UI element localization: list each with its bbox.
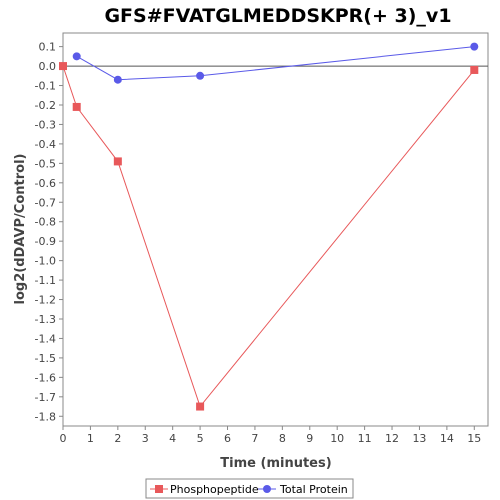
- y-tick-label: -0.2: [35, 99, 56, 112]
- y-axis-ticks: 0.1 0.0 -0.1 -0.2 -0.3 -0.4 -0.5 -0.6 -0.7 -0.8 -0…: [35, 41, 63, 423]
- x-tick-label: 10: [330, 432, 344, 445]
- y-tick-label: -1.6: [35, 371, 56, 384]
- x-tick-label: 14: [440, 432, 454, 445]
- data-point-phosphopeptide: [470, 65, 479, 74]
- x-tick-label: 3: [142, 432, 149, 445]
- chart-title: GFS#FVATGLMEDDSKPR(+ 3)_v1: [104, 5, 451, 27]
- data-point-total-protein: [113, 75, 122, 84]
- data-point-phosphopeptide: [196, 402, 205, 411]
- y-tick-label: -1.8: [35, 410, 56, 423]
- x-tick-label: 1: [87, 432, 94, 445]
- y-tick-label: -0.4: [35, 138, 56, 151]
- y-tick-label: 0.0: [39, 60, 57, 73]
- legend-marker-phosphopeptide: [155, 485, 163, 493]
- x-tick-label: 7: [251, 432, 258, 445]
- y-tick-label: -1.2: [35, 294, 56, 307]
- x-tick-label: 4: [169, 432, 176, 445]
- x-tick-label: 2: [114, 432, 121, 445]
- y-axis-label: log2(dDAVP/Control): [13, 154, 28, 305]
- x-axis-label: Time (minutes): [220, 456, 331, 471]
- x-tick-label: 15: [467, 432, 481, 445]
- data-point-phosphopeptide: [113, 157, 122, 166]
- x-tick-label: 0: [60, 432, 67, 445]
- y-tick-label: -0.5: [35, 157, 56, 170]
- legend-box: [145, 478, 354, 499]
- x-tick-label: 11: [358, 432, 372, 445]
- x-tick-label: 13: [412, 432, 426, 445]
- y-tick-label: -1.0: [35, 255, 56, 268]
- x-tick-label: 5: [197, 432, 204, 445]
- series-line-total-protein: [76, 46, 475, 81]
- x-tick-label: 9: [306, 432, 313, 445]
- y-tick-label: -0.8: [35, 216, 56, 229]
- y-tick-label: -1.5: [35, 352, 56, 365]
- data-point-phosphopeptide: [59, 62, 67, 71]
- x-tick-label: 8: [279, 432, 286, 445]
- plot-area: [62, 32, 489, 427]
- y-tick-label: -1.7: [35, 391, 56, 404]
- data-point-total-protein: [72, 52, 81, 61]
- x-tick-label: 6: [224, 432, 231, 445]
- y-tick-label: -0.3: [35, 118, 56, 131]
- y-tick-label: -0.1: [35, 80, 56, 93]
- legend-label-phosphopeptide: Phosphopeptide: [170, 483, 259, 496]
- legend: Phosphopeptide Total Protein: [145, 478, 354, 499]
- data-point-phosphopeptide: [72, 102, 81, 111]
- data-point-total-protein: [196, 71, 205, 80]
- y-tick-label: -1.4: [35, 332, 56, 345]
- y-tick-label: -0.9: [35, 235, 56, 248]
- y-tick-label: -0.7: [35, 196, 56, 209]
- plot-frame: [62, 32, 489, 427]
- x-tick-label: 12: [385, 432, 399, 445]
- legend-marker-total-protein: [263, 485, 271, 493]
- y-tick-label: -0.6: [35, 177, 56, 190]
- y-tick-label: -1.3: [35, 313, 56, 326]
- y-tick-label: -1.1: [35, 274, 56, 287]
- x-axis-ticks: 0 1 2 3 4 5 6 7 8 9 10 11 12 13 14 15: [60, 426, 481, 445]
- series-layer: [59, 42, 479, 411]
- legend-label-total-protein: Total Protein: [279, 483, 348, 496]
- y-tick-label: 0.1: [39, 41, 57, 54]
- data-point-total-protein: [470, 42, 479, 51]
